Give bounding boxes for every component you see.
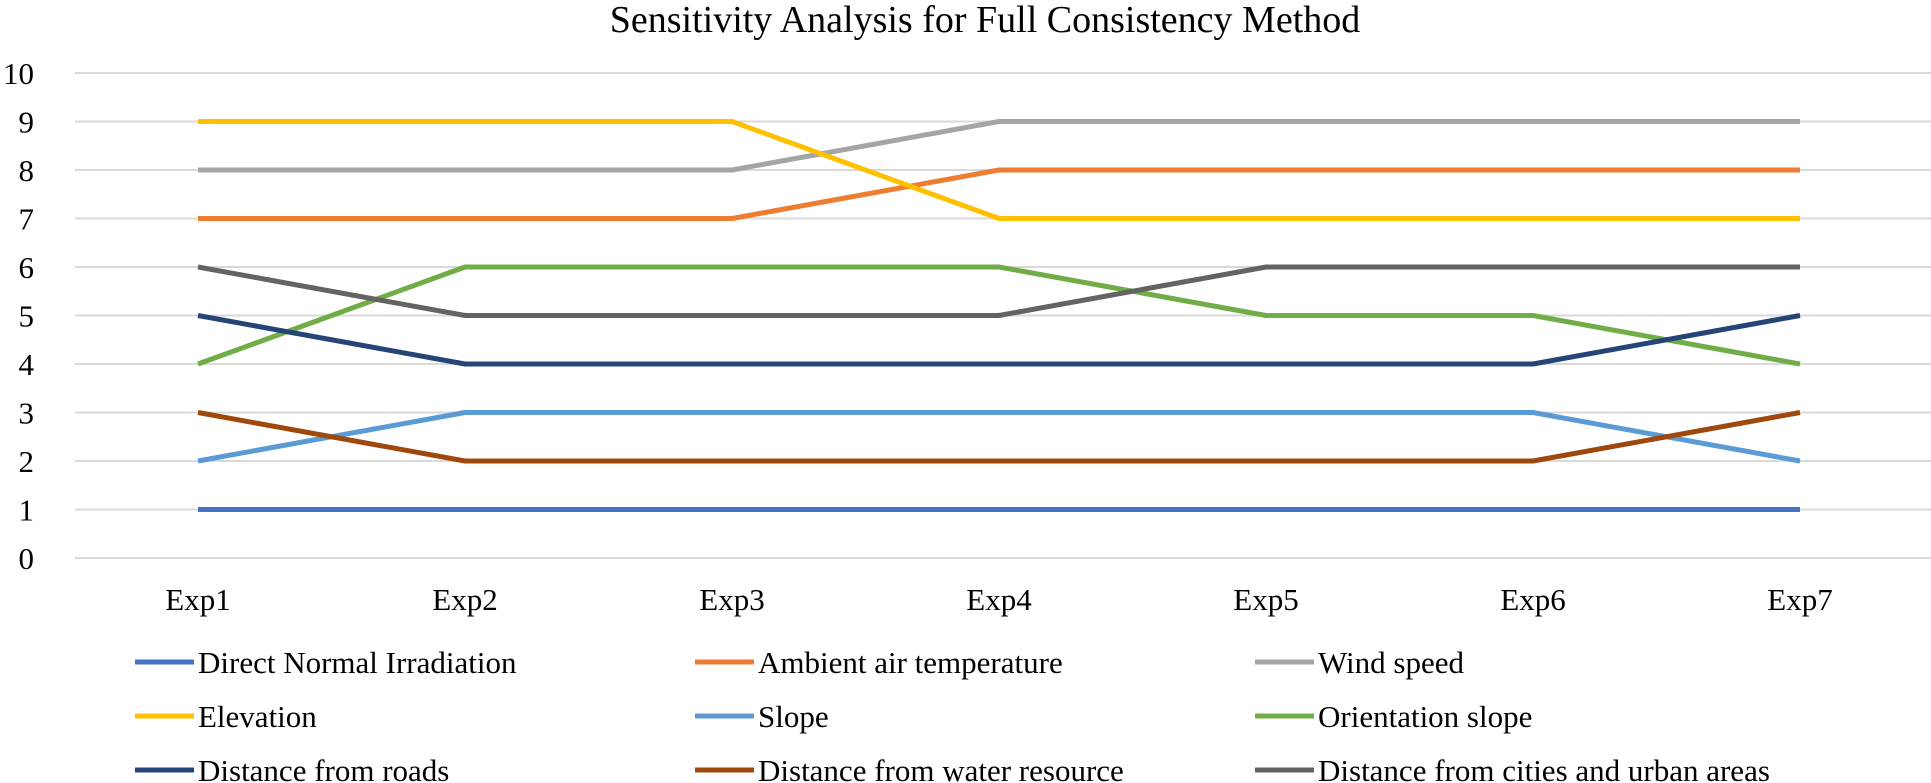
legend-label: Distance from water resource: [758, 753, 1124, 783]
legend-label: Distance from roads: [198, 753, 449, 783]
legend-label: Elevation: [198, 699, 317, 734]
series-line-4: [197, 410, 1801, 464]
legend-item: Ambient air temperature: [695, 645, 1063, 680]
legend: Direct Normal Irradiation Ambient air tem…: [135, 645, 1770, 783]
y-tick-label: 0: [19, 541, 35, 576]
legend-label: Wind speed: [1318, 645, 1464, 680]
x-tick-label: Exp7: [1767, 582, 1832, 617]
y-tick-label: 6: [19, 250, 35, 285]
legend-item: Wind speed: [1255, 645, 1464, 680]
legend-label: Direct Normal Irradiation: [198, 645, 517, 680]
legend-item: Distance from cities and urban areas: [1255, 753, 1770, 783]
series-line-8: [197, 264, 1800, 318]
y-tick-label: 7: [19, 202, 35, 237]
x-axis: Exp1 Exp2 Exp3 Exp4 Exp5 Exp6 Exp7: [165, 582, 1832, 617]
legend-item: Slope: [695, 699, 829, 734]
y-tick-label: 10: [3, 56, 34, 91]
x-tick-label: Exp6: [1500, 582, 1565, 617]
legend-item: Distance from water resource: [695, 753, 1124, 783]
series-line-1: [198, 167, 1800, 221]
series-line-7: [197, 410, 1801, 464]
series-line-3: [198, 119, 1800, 221]
y-tick-label: 3: [19, 396, 35, 431]
legend-item: Direct Normal Irradiation: [135, 645, 517, 680]
x-tick-label: Exp4: [966, 582, 1032, 617]
y-tick-label: 1: [19, 493, 35, 528]
legend-label: Slope: [758, 699, 829, 734]
legend-item: Distance from roads: [135, 753, 449, 783]
y-tick-label: 4: [19, 347, 35, 382]
x-tick-label: Exp1: [165, 582, 230, 617]
y-axis: 0 1 2 3 4 5 6 7 8 9 10: [3, 56, 35, 576]
y-tick-label: 8: [19, 153, 35, 188]
chart-title: Sensitivity Analysis for Full Consistenc…: [610, 0, 1361, 41]
x-tick-label: Exp2: [432, 582, 497, 617]
series-line-2: [198, 119, 1800, 173]
y-tick-label: 2: [19, 444, 35, 479]
x-tick-label: Exp3: [699, 582, 764, 617]
legend-label: Orientation slope: [1318, 699, 1532, 734]
series-lines: [197, 119, 1801, 512]
legend-label: Ambient air temperature: [758, 645, 1063, 680]
y-tick-label: 9: [19, 105, 35, 140]
legend-label: Distance from cities and urban areas: [1318, 753, 1770, 783]
legend-item: Orientation slope: [1255, 699, 1532, 734]
series-line-6: [197, 313, 1801, 367]
legend-item: Elevation: [135, 699, 317, 734]
y-tick-label: 5: [19, 299, 35, 334]
x-tick-label: Exp5: [1233, 582, 1298, 617]
series-line-5: [197, 264, 1801, 367]
